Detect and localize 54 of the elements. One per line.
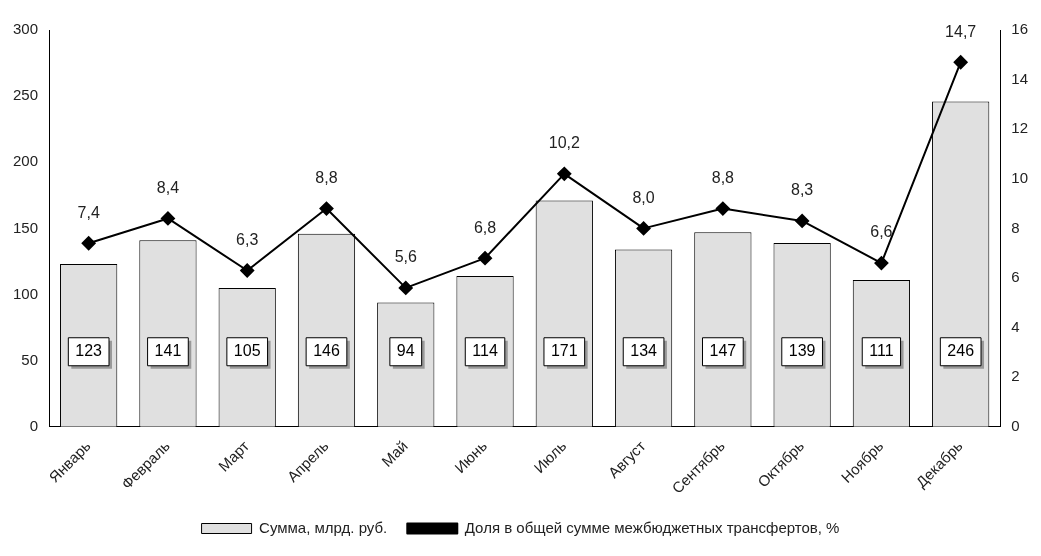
- point: [240, 263, 255, 278]
- data-label: 8,3: [791, 181, 814, 199]
- data-label: 8,4: [156, 178, 180, 196]
- data-label: 8,8: [711, 168, 735, 186]
- data-label: 171: [550, 342, 578, 360]
- data-label: 111: [869, 342, 894, 360]
- y2-tick-label: 0: [1011, 416, 1020, 434]
- data-label: 146: [313, 342, 340, 360]
- data-label: 5,6: [394, 248, 417, 266]
- point: [81, 236, 96, 251]
- point: [636, 221, 651, 236]
- data-label: 10,2: [548, 134, 580, 152]
- data-label: 7,4: [77, 203, 100, 221]
- y2-tick-label: 12: [1011, 119, 1028, 137]
- y2-tick-label: 4: [1011, 317, 1020, 335]
- data-label: 6,8: [473, 218, 497, 236]
- data-label: 8,0: [632, 188, 655, 206]
- y2-tick-label: 8: [1011, 218, 1020, 236]
- data-label: 6,3: [236, 230, 259, 248]
- y-tick-label: 100: [13, 284, 39, 302]
- data-label: 114: [472, 342, 498, 360]
- y2-tick-label: 6: [1011, 268, 1020, 286]
- y2-tick-label: 16: [1011, 20, 1028, 38]
- point: [874, 256, 889, 271]
- data-label: 147: [709, 342, 737, 360]
- point: [160, 211, 175, 226]
- point: [319, 201, 334, 216]
- y-tick-label: 250: [13, 86, 39, 104]
- data-label: 134: [630, 342, 658, 360]
- data-label: 141: [154, 342, 182, 360]
- y2-tick-label: 2: [1011, 367, 1020, 385]
- point: [795, 213, 810, 228]
- y-tick-label: 0: [29, 416, 39, 434]
- legend-label: Сумма, млрд. руб.: [259, 518, 388, 536]
- y-tick-label: 300: [13, 20, 39, 38]
- data-label: 123: [75, 342, 103, 360]
- data-label: 105: [233, 342, 261, 360]
- point: [715, 201, 730, 216]
- data-label: 14,7: [945, 22, 977, 40]
- data-label: 94: [396, 342, 415, 360]
- data-label: 246: [947, 342, 975, 360]
- y2-tick-label: 10: [1011, 168, 1028, 186]
- y-tick-label: 50: [21, 350, 39, 368]
- point: [557, 166, 572, 181]
- y-tick-label: 200: [13, 152, 39, 170]
- data-label: 8,8: [315, 168, 338, 186]
- point: [478, 251, 493, 266]
- data-label: 6,6: [870, 223, 893, 241]
- point: [398, 280, 413, 295]
- y-tick-label: 150: [13, 218, 39, 236]
- point: [953, 55, 968, 70]
- data-label: 139: [788, 342, 816, 360]
- y2-tick-label: 14: [1011, 69, 1028, 87]
- legend-label: Доля в общей сумме межбюджетных трансфертов, %: [464, 518, 840, 536]
